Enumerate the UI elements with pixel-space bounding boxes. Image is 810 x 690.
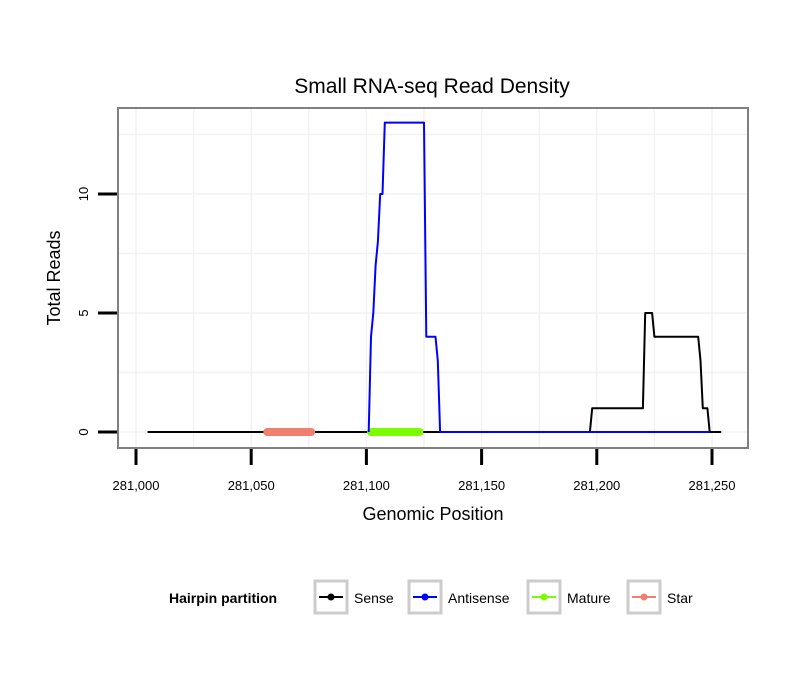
x-axis: 281,000 281,050 281,100 281,150 281,200 281,2… [113, 449, 736, 493]
x-tick-label: 281,050 [228, 478, 275, 493]
legend-dot-star [640, 593, 648, 601]
y-tick-label: 0 [76, 428, 91, 435]
plot-panel-border [117, 107, 749, 449]
legend-dot-mature [540, 593, 548, 601]
x-tick-label: 281,150 [458, 478, 505, 493]
legend-label-sense: Sense [354, 590, 394, 606]
chart-title: Small RNA-seq Read Density [294, 75, 570, 98]
antisense-series-line [367, 121, 710, 433]
x-axis-title: Genomic Position [362, 504, 503, 524]
y-axis: 0 5 10 [76, 187, 117, 436]
data-series [147, 121, 722, 436]
y-tick-label: 10 [76, 187, 91, 201]
legend-dot-sense [327, 593, 335, 601]
x-tick-label: 281,000 [113, 478, 160, 493]
y-axis-title: Total Reads [44, 230, 64, 325]
legend: Hairpin partition Sense Antisense Mature St… [169, 579, 693, 615]
sense-series-line [147, 312, 722, 433]
x-tick-label: 281,100 [343, 478, 390, 493]
y-tick-label: 5 [76, 309, 91, 316]
x-tick-label: 281,200 [573, 478, 620, 493]
legend-label-star: Star [667, 590, 693, 606]
legend-label-antisense: Antisense [448, 590, 510, 606]
x-tick-label: 281,250 [689, 478, 736, 493]
legend-label-mature: Mature [567, 590, 611, 606]
plot-panel-background [118, 108, 748, 448]
plot-panel [117, 107, 749, 449]
legend-title: Hairpin partition [169, 590, 277, 606]
legend-dot-antisense [421, 593, 429, 601]
